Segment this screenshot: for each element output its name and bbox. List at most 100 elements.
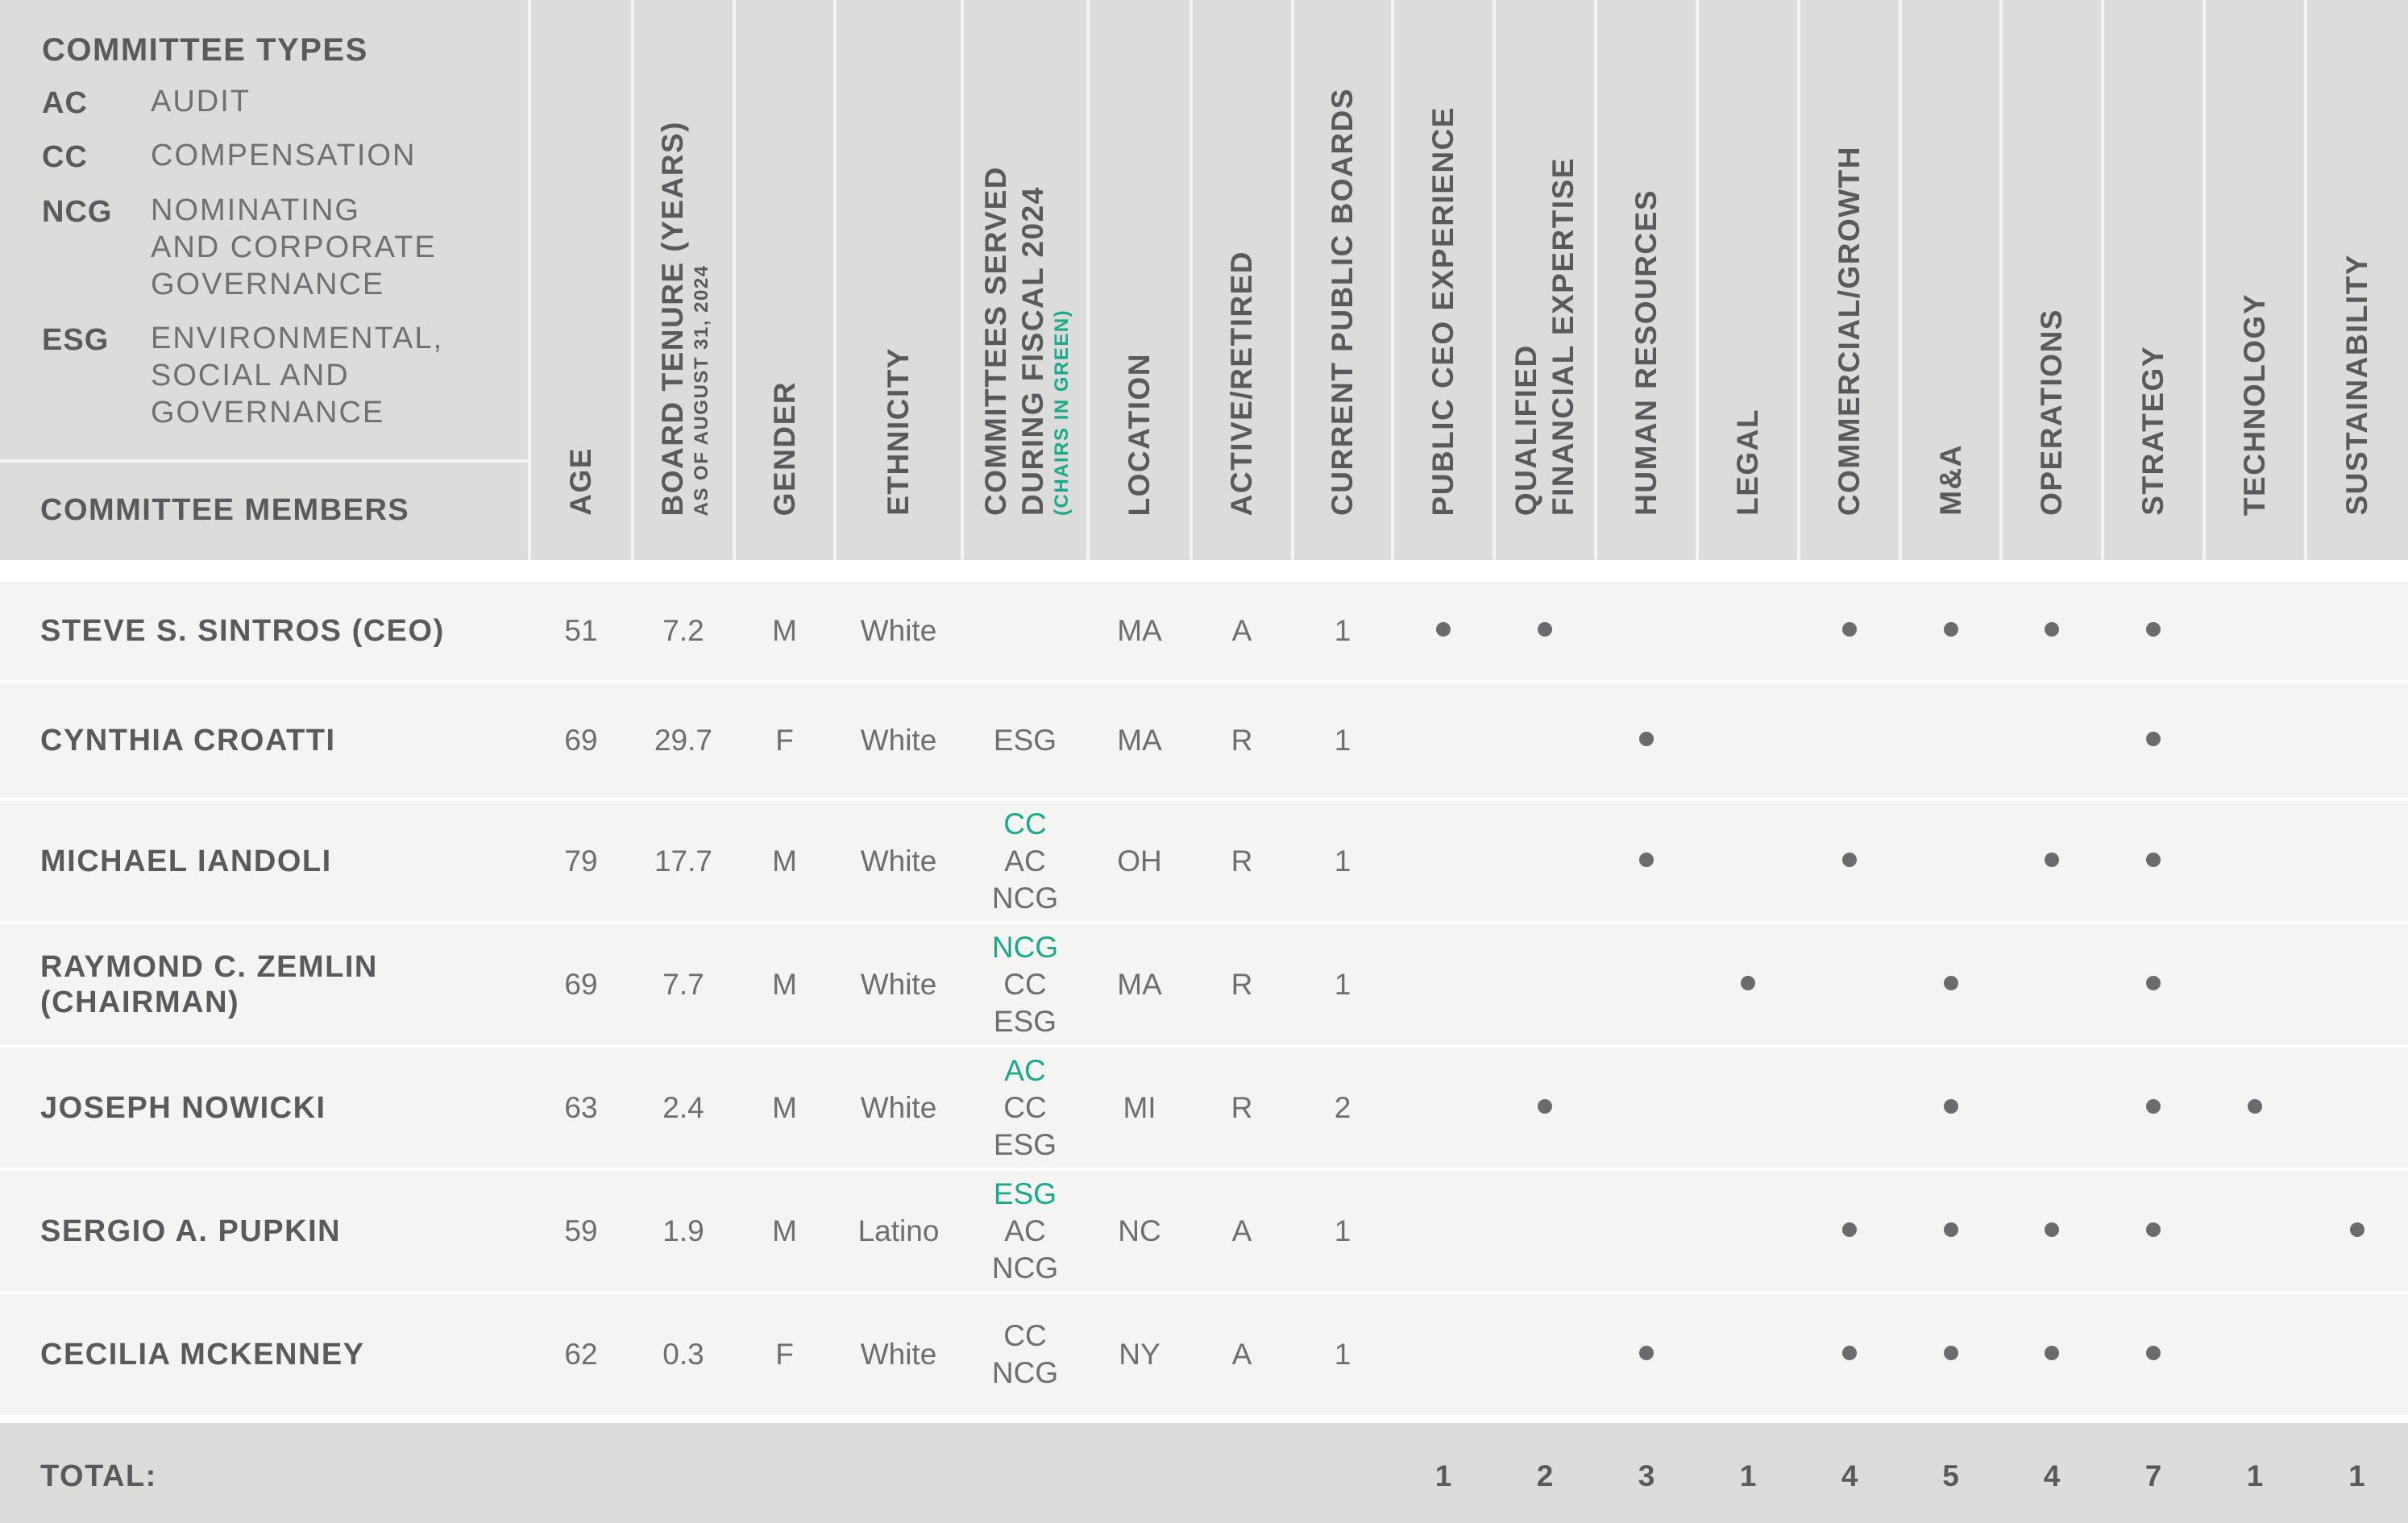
column-header-line: ETHNICITY	[882, 347, 915, 516]
member-name-line: (CHAIRMAN)	[40, 985, 240, 1019]
cell-boards: 1	[1334, 724, 1351, 757]
header-gap	[0, 560, 2408, 582]
cell-gender: M	[772, 967, 797, 1001]
skill-dot-hr	[1639, 852, 1654, 867]
row-separator	[0, 1044, 2408, 1048]
total-ceo: 1	[1434, 1459, 1452, 1492]
cell-status: R	[1231, 724, 1253, 757]
cell-age: 62	[564, 1338, 598, 1371]
skill-dot-ma	[1943, 975, 1958, 990]
column-header-label-location: LOCATION	[1121, 353, 1158, 516]
row-separator	[0, 798, 2408, 801]
table-row	[0, 683, 2408, 798]
column-separator	[2202, 0, 2206, 560]
total-legal: 1	[1739, 1459, 1757, 1492]
legend-desc-cc: COMPENSATION	[151, 137, 505, 174]
skill-dot-commercial	[1842, 622, 1857, 637]
column-header-line: TECHNOLOGY	[2238, 293, 2271, 516]
cell-ethnicity: White	[860, 1338, 937, 1371]
committee-code: AC	[1004, 844, 1046, 878]
member-name-line: STEVE S. SINTROS (CEO)	[40, 614, 445, 648]
member-name-line: MICHAEL IANDOLI	[40, 844, 332, 878]
column-header-label-legal: LEGAL	[1729, 409, 1767, 516]
column-header-location: LOCATION	[1088, 0, 1191, 560]
column-header-line: COMMERCIAL/GROWTH	[1833, 145, 1866, 516]
column-header-line: DURING FISCAL 2024	[1016, 186, 1049, 516]
cell-ethnicity: Latino	[857, 1214, 940, 1247]
legend-desc-ac: AUDIT	[151, 83, 505, 120]
skill-dot-strategy	[2146, 852, 2161, 867]
cell-boards: 1	[1334, 844, 1351, 878]
member-name: STEVE S. SINTROS (CEO)	[40, 613, 445, 649]
cell-status: A	[1231, 1214, 1252, 1247]
member-name: RAYMOND C. ZEMLIN (CHAIRMAN)	[40, 949, 378, 1020]
member-name: CECILIA MCKENNEY	[40, 1337, 365, 1372]
committee-code: CC	[1003, 1090, 1047, 1124]
skill-dot-ma	[1943, 1346, 1958, 1360]
totals-label: TOTAL:	[40, 1459, 157, 1493]
member-name: CYNTHIA CROATTI	[40, 723, 336, 758]
committee-code: CC	[1003, 807, 1047, 840]
cell-committees: ESG AC NCG	[962, 1176, 1088, 1287]
column-header-label-boards: CURRENT PUBLIC BOARDS	[1324, 88, 1361, 516]
column-header-committees: COMMITTEES SERVED DURING FISCAL 2024 (CHAI…	[962, 0, 1088, 560]
cell-committees: ESG	[962, 722, 1088, 759]
committee-types-legend: COMMITTEE TYPES AC AUDIT CC COMPENSATION NCG N…	[0, 0, 529, 459]
column-header-tenure: BOARD TENURE (YEARS) AS OF AUGUST 31, 202…	[633, 0, 734, 560]
legend-desc-line: COMPENSATION	[151, 139, 417, 172]
cell-tenure: 1.9	[662, 1214, 704, 1247]
cell-tenure: 7.2	[662, 614, 704, 647]
column-header-ethnicity: ETHNICITY	[835, 0, 962, 560]
column-header-line: ACTIVE/RETIRED	[1225, 250, 1258, 516]
committee-code: ESG	[993, 1127, 1057, 1161]
column-header-line: AGE	[564, 447, 597, 516]
column-separator	[1189, 0, 1193, 560]
column-header-ceo: PUBLIC CEO EXPERIENCE	[1393, 0, 1494, 560]
cell-status: A	[1231, 614, 1252, 647]
column-header-sustainability: SUSTAINABILITY	[2306, 0, 2408, 560]
column-header-line: FINANCIAL EXPERTISE	[1547, 156, 1580, 516]
cell-committees: AC CC ESG	[962, 1052, 1088, 1164]
column-separator	[833, 0, 837, 560]
cell-ethnicity: White	[860, 1090, 937, 1124]
cell-boards: 1	[1334, 614, 1351, 647]
skill-dot-ma	[1943, 622, 1958, 637]
skill-dot-strategy	[2146, 975, 2161, 990]
column-header-hr: HUMAN RESOURCES	[1596, 0, 1697, 560]
member-name-line: CYNTHIA CROATTI	[40, 724, 336, 757]
column-separator	[1797, 0, 1800, 560]
skill-dot-hr	[1639, 1346, 1654, 1360]
skill-dot-operations	[2045, 852, 2059, 867]
column-header-line: QUALIFIED	[1509, 344, 1542, 516]
cell-tenure: 29.7	[654, 724, 712, 757]
committee-code: ESG	[993, 1176, 1057, 1210]
column-separator	[1899, 0, 1902, 560]
column-header-line: BOARD TENURE (YEARS)	[656, 120, 689, 516]
column-header-line: LOCATION	[1123, 352, 1156, 516]
cell-location: MA	[1117, 614, 1162, 647]
column-header-label-hr: HUMAN RESOURCES	[1628, 189, 1665, 516]
skill-dot-operations	[2045, 1222, 2059, 1237]
column-header-line: PUBLIC CEO EXPERIENCE	[1426, 106, 1459, 516]
column-header-line: HUMAN RESOURCES	[1630, 189, 1663, 516]
column-header-label-status: ACTIVE/RETIRED	[1223, 251, 1260, 516]
row-separator	[0, 1291, 2408, 1294]
legend-desc-line: SOCIAL AND	[151, 359, 350, 392]
legend-desc-line: NOMINATING	[151, 193, 360, 227]
skill-dot-strategy	[2146, 1098, 2161, 1114]
skill-dot-technology	[2248, 1098, 2262, 1114]
column-header-line: CURRENT PUBLIC BOARDS	[1326, 88, 1359, 516]
column-separator	[1696, 0, 1699, 560]
member-name: JOSEPH NOWICKI	[40, 1090, 326, 1126]
column-header-ma: M&A	[1900, 0, 2001, 560]
column-separator	[2101, 0, 2104, 560]
column-header-line: M&A	[1934, 444, 1967, 516]
column-header-age: AGE	[529, 0, 633, 560]
skill-dot-strategy	[2146, 1346, 2161, 1360]
skill-dot-legal	[1741, 975, 1755, 990]
skill-dot-commercial	[1842, 1222, 1857, 1237]
committee-code: AC	[1004, 1214, 1046, 1247]
total-strategy: 7	[2144, 1459, 2162, 1492]
column-separator	[1999, 0, 2003, 560]
cell-status: R	[1231, 844, 1253, 878]
